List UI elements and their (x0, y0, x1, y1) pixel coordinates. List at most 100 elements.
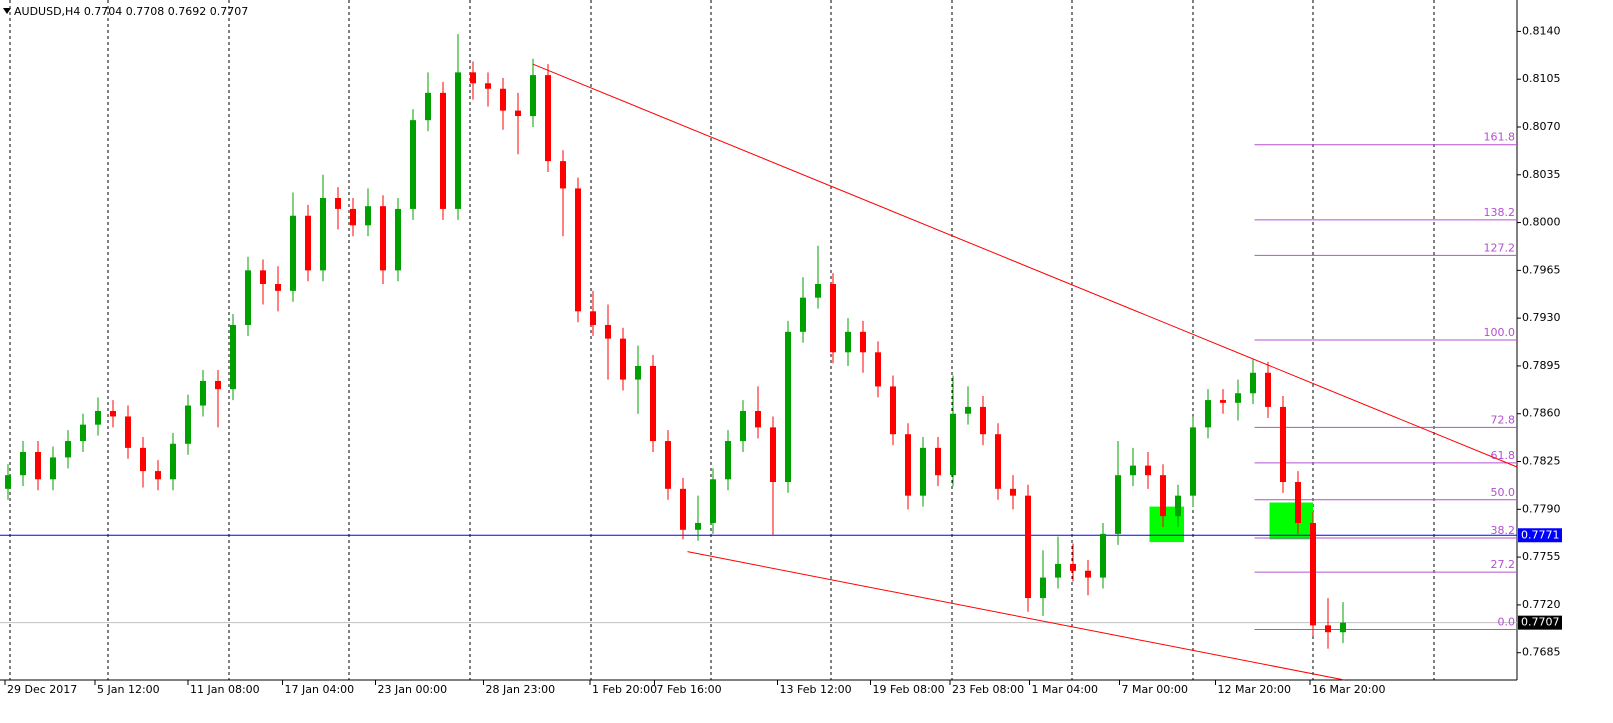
candle-body (50, 457, 56, 480)
y-tick-label: 0.7930 (1522, 311, 1561, 324)
menu-icon[interactable] (3, 8, 11, 14)
candle-body (1085, 570, 1091, 578)
y-tick-label: 0.7685 (1522, 646, 1561, 659)
candle-body (920, 447, 926, 496)
x-tick-label: 17 Jan 04:00 (285, 683, 355, 696)
x-tick-label: 19 Feb 08:00 (873, 683, 945, 696)
candle-body (530, 75, 536, 117)
candle-body (1175, 495, 1181, 517)
candle-body (1010, 488, 1016, 496)
y-tick-label: 0.8035 (1522, 168, 1561, 181)
trendline (532, 63, 1518, 468)
candle-body (275, 284, 281, 291)
candle-body (35, 451, 41, 480)
candle-body (1070, 563, 1076, 571)
candle-body (500, 88, 506, 111)
candle-body (650, 365, 656, 442)
y-tick-label: 0.8105 (1522, 72, 1561, 85)
candle-body (1295, 482, 1301, 523)
fib-label: 100.0 (1484, 326, 1516, 339)
candle-body (725, 441, 731, 480)
candle-body (755, 411, 761, 428)
candle-body (470, 72, 476, 84)
candle-body (245, 270, 251, 325)
candle-body (260, 270, 266, 285)
candle-body (1235, 393, 1241, 403)
candle-body (1130, 465, 1136, 476)
candle-body (1220, 400, 1226, 403)
y-tick-label: 0.7825 (1522, 455, 1561, 468)
candle-body (290, 215, 296, 291)
fib-label: 138.2 (1484, 206, 1516, 219)
x-tick-label: 28 Jan 23:00 (486, 683, 556, 696)
candle-body (1115, 475, 1121, 534)
candle-body (365, 206, 371, 226)
candle-body (95, 411, 101, 425)
candle-body (935, 447, 941, 476)
x-tick-label: 16 Mar 20:00 (1312, 683, 1385, 696)
candle-body (800, 297, 806, 332)
candle-body (335, 197, 341, 209)
candle-body (1025, 495, 1031, 599)
candle-body (710, 479, 716, 523)
price-label: 0.7707 (1521, 616, 1560, 629)
candle-body (1205, 400, 1211, 428)
candle-body (515, 110, 521, 117)
y-tick-label: 0.8070 (1522, 120, 1561, 133)
candle-body (185, 405, 191, 444)
candle-body (605, 324, 611, 339)
price-label: 0.7771 (1521, 528, 1560, 541)
candle-body (305, 215, 311, 271)
price-label-box (1518, 528, 1562, 543)
x-tick-label: 1 Feb 20:00 (592, 683, 657, 696)
zone (1269, 502, 1313, 540)
x-tick-label: 12 Mar 20:00 (1218, 683, 1291, 696)
y-tick-label: 0.8000 (1522, 216, 1561, 229)
candle-body (395, 208, 401, 271)
candle-body (830, 284, 836, 353)
fib-label: 161.8 (1484, 131, 1516, 144)
x-tick-label: 29 Dec 2017 (7, 683, 77, 696)
candle-body (785, 331, 791, 483)
candle-body (80, 424, 86, 442)
candle-body (545, 75, 551, 162)
candle-body (320, 197, 326, 271)
y-tick-label: 0.8140 (1522, 24, 1561, 37)
x-tick-label: 11 Jan 08:00 (190, 683, 260, 696)
trendline (687, 551, 1345, 681)
fib-label: 0.0 (1498, 615, 1516, 628)
candle-body (1250, 372, 1256, 394)
candle-body (20, 451, 26, 476)
x-tick-label: 7 Feb 16:00 (657, 683, 722, 696)
candle-body (1100, 533, 1106, 578)
candle-body (680, 488, 686, 530)
candle-body (155, 471, 161, 480)
candle-body (695, 522, 701, 530)
candle-body (125, 416, 131, 448)
candle-body (5, 475, 11, 489)
fib-label: 50.0 (1491, 486, 1516, 499)
candle-body (215, 380, 221, 390)
fib-label: 27.2 (1491, 558, 1516, 571)
candle-body (170, 443, 176, 480)
candle-body (1340, 622, 1346, 633)
x-tick-label: 1 Mar 04:00 (1032, 683, 1098, 696)
candle-body (1190, 427, 1196, 496)
candle-body (995, 434, 1001, 489)
candle-body (875, 352, 881, 387)
candle-body (740, 411, 746, 442)
y-tick-label: 0.7895 (1522, 359, 1561, 372)
candle-body (65, 441, 71, 458)
candle-body (950, 413, 956, 476)
fib-label: 127.2 (1484, 241, 1516, 254)
candle-body (140, 447, 146, 472)
candle-body (380, 206, 386, 271)
candle-body (620, 338, 626, 380)
y-tick-label: 0.7965 (1522, 263, 1561, 276)
x-tick-label: 13 Feb 12:00 (780, 683, 852, 696)
x-tick-label: 23 Jan 00:00 (378, 683, 448, 696)
y-tick-label: 0.7790 (1522, 502, 1561, 515)
candle-body (860, 331, 866, 353)
